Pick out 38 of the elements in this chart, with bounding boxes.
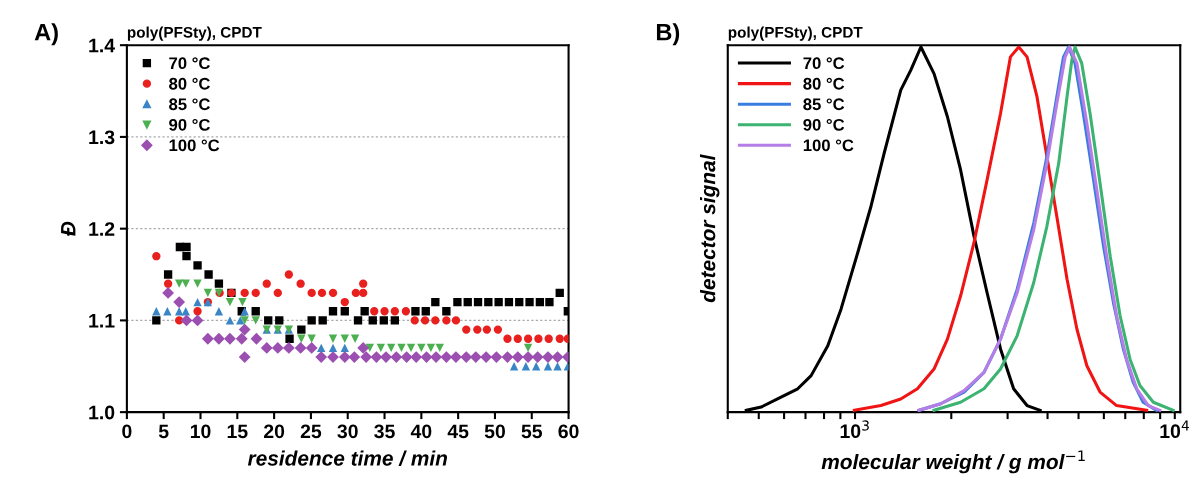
x-tick-label: 10 [190, 424, 211, 439]
y-tick-label: 1.3 [89, 130, 115, 145]
x-tick-label: 50 [484, 424, 505, 439]
x-tick-label: 20 [263, 424, 285, 439]
legend-label: 85 °C [803, 98, 845, 111]
x-tick-label: 55 [521, 424, 543, 439]
legend-label: 100 °C [169, 139, 220, 152]
x-tick-label: 10$^{3}$ [840, 420, 869, 439]
x-tick-label: 30 [337, 424, 358, 439]
legend-label: 100 °C [803, 139, 854, 152]
legend-label: 70 °C [803, 57, 845, 70]
legend-label: 85 °C [169, 98, 210, 111]
legend-label: 80 °C [169, 77, 210, 90]
chart-title: poly(PFSty), CPDT [127, 26, 262, 41]
x-tick-label: 0 [122, 424, 132, 439]
y-axis-title: Đ [61, 221, 76, 236]
text: A) [34, 23, 58, 46]
legend-label: 70 °C [169, 57, 210, 70]
y-tick-label: 1.1 [89, 314, 115, 328]
x-tick-label: 5 [158, 424, 169, 439]
y-tick-label: 1.4 [89, 38, 115, 53]
legend-label: 80 °C [803, 77, 845, 90]
text: B) [656, 23, 680, 46]
x-tick-label: 10$^{4}$ [1160, 420, 1189, 439]
x-tick-label: 40 [410, 424, 432, 439]
x-tick-label: 25 [300, 424, 322, 439]
legend-label: 90 °C [803, 118, 845, 131]
y-axis-title: detector signal [700, 154, 720, 303]
x-tick-label: 15 [227, 424, 248, 439]
x-tick-label: 35 [374, 424, 395, 439]
x-tick-label: 60 [558, 424, 579, 439]
legend-label: 90 °C [169, 118, 210, 131]
x-axis-title: residence time / min [247, 450, 448, 466]
chart-title: poly(PFSty), CPDT [728, 26, 863, 41]
x-tick-label: 45 [447, 424, 469, 439]
y-tick-label: 1.0 [89, 405, 115, 420]
y-tick-label: 1.2 [89, 222, 115, 236]
x-axis-title: molecular weight / g mol$^{−1}$ [821, 450, 1085, 474]
